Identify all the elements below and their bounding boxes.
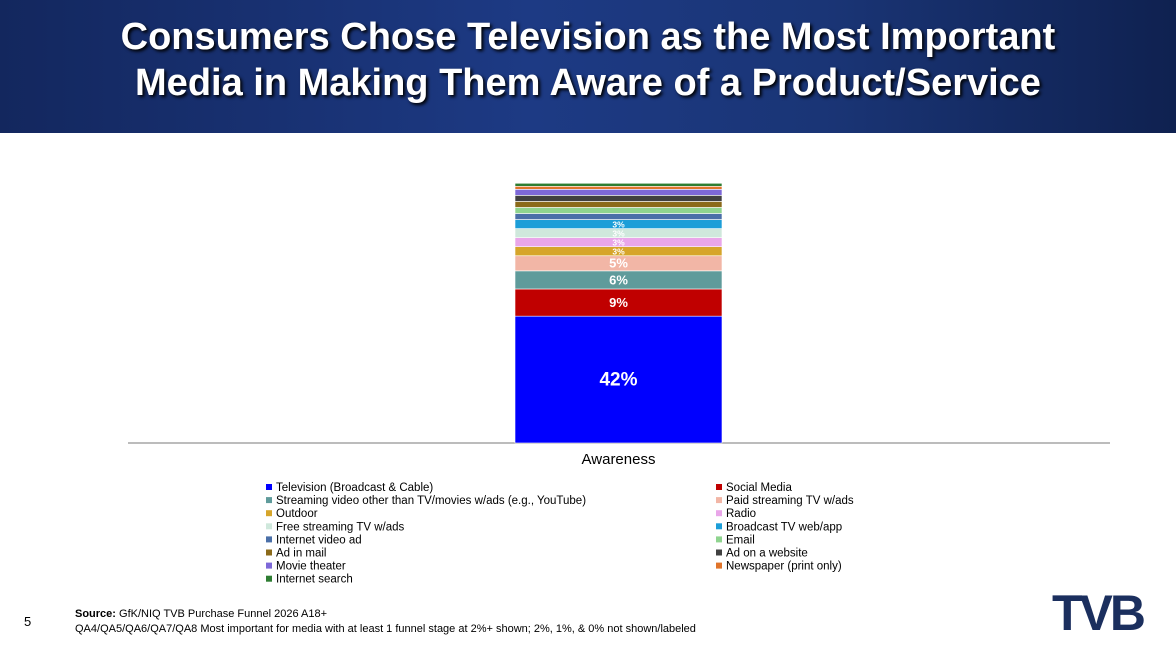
data-label: 9% [609, 295, 628, 310]
source-label: Source: [75, 608, 116, 620]
legend-swatch [266, 484, 272, 490]
legend-swatch [266, 562, 272, 569]
bar-segment [514, 186, 723, 190]
source-note: QA4/QA5/QA6/QA7/QA8 Most important for m… [75, 623, 696, 635]
bar-segment [514, 288, 723, 317]
bar-segment [514, 189, 723, 196]
data-label: 6% [609, 272, 628, 287]
data-label: 3% [612, 237, 625, 247]
bar-segment [514, 195, 723, 202]
data-label: 3% [612, 228, 625, 238]
source-text: GfK/NIQ TVB Purchase Funnel 2026 A18+ [119, 608, 328, 620]
legend-swatch [716, 523, 722, 530]
legend-label: Ad in mail [276, 548, 327, 560]
legend-swatch [266, 549, 272, 556]
legend-label: Television (Broadcast & Cable) [276, 482, 433, 494]
legend-label: Free streaming TV w/ads [276, 521, 405, 533]
legend-swatch [716, 562, 722, 569]
legend-swatch [716, 510, 722, 517]
legend-label: Email [726, 534, 755, 546]
legend-label: Newspaper (print only) [726, 561, 842, 573]
bar-segment [514, 182, 723, 187]
title-line: Media in Making Them Aware of a Product/… [135, 62, 1041, 104]
bar-segment [514, 201, 723, 208]
header: Consumers Chose Television as the Most I… [0, 0, 1176, 133]
legend-swatch [716, 536, 722, 543]
slide-title: Consumers Chose Television as the Most I… [0, 0, 1176, 106]
legend-label: Movie theater [276, 561, 346, 573]
legend-label: Internet search [276, 574, 353, 586]
data-label: 5% [609, 256, 628, 271]
title-line: Consumers Chose Television as the Most I… [120, 16, 1056, 58]
page-number: 5 [24, 614, 32, 629]
bar-segment [514, 207, 723, 214]
legend-label: Paid streaming TV w/ads [726, 495, 854, 507]
data-label: 42% [599, 370, 637, 391]
source: Source: GfK/NIQ TVB Purchase Funnel 2026… [75, 607, 696, 637]
legend-swatch [266, 510, 272, 517]
legend-label: Social Media [726, 482, 792, 494]
legend-label: Streaming video other than TV/movies w/a… [276, 495, 586, 507]
legend-swatch [716, 484, 722, 490]
bar-segment [514, 213, 723, 220]
legend-label: Broadcast TV web/app [726, 521, 842, 533]
legend-label: Outdoor [276, 508, 318, 520]
legend-swatch [266, 575, 272, 582]
data-label: 3% [612, 219, 625, 229]
logo: TVB [1052, 585, 1146, 641]
data-label: 3% [612, 246, 625, 256]
x-tick-label: Awareness [582, 451, 656, 468]
legend-label: Radio [726, 508, 756, 520]
legend-swatch [716, 549, 722, 556]
legend-swatch [266, 523, 272, 530]
legend-swatch [716, 497, 722, 504]
legend-label: Ad on a website [726, 548, 808, 560]
legend-swatch [266, 536, 272, 543]
legend-label: Internet video ad [276, 534, 362, 546]
legend-swatch [266, 497, 272, 504]
